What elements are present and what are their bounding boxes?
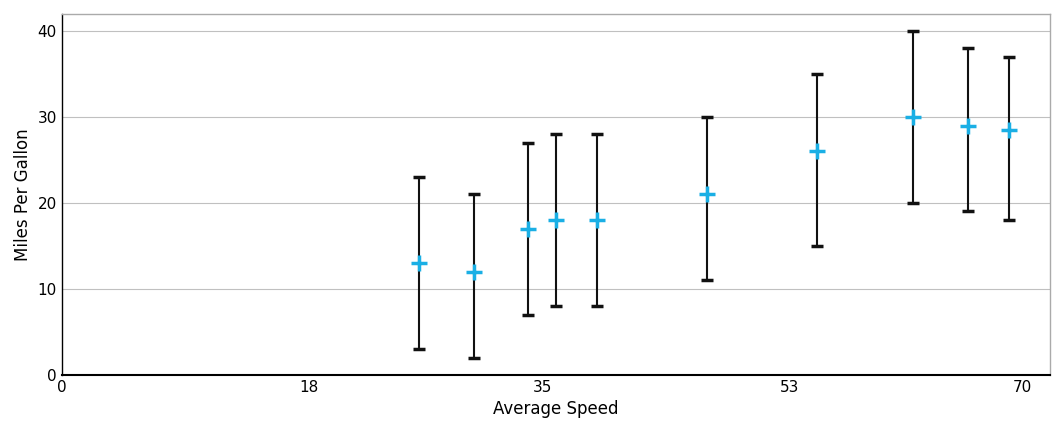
Y-axis label: Miles Per Gallon: Miles Per Gallon [14,128,32,260]
X-axis label: Average Speed: Average Speed [493,400,618,418]
